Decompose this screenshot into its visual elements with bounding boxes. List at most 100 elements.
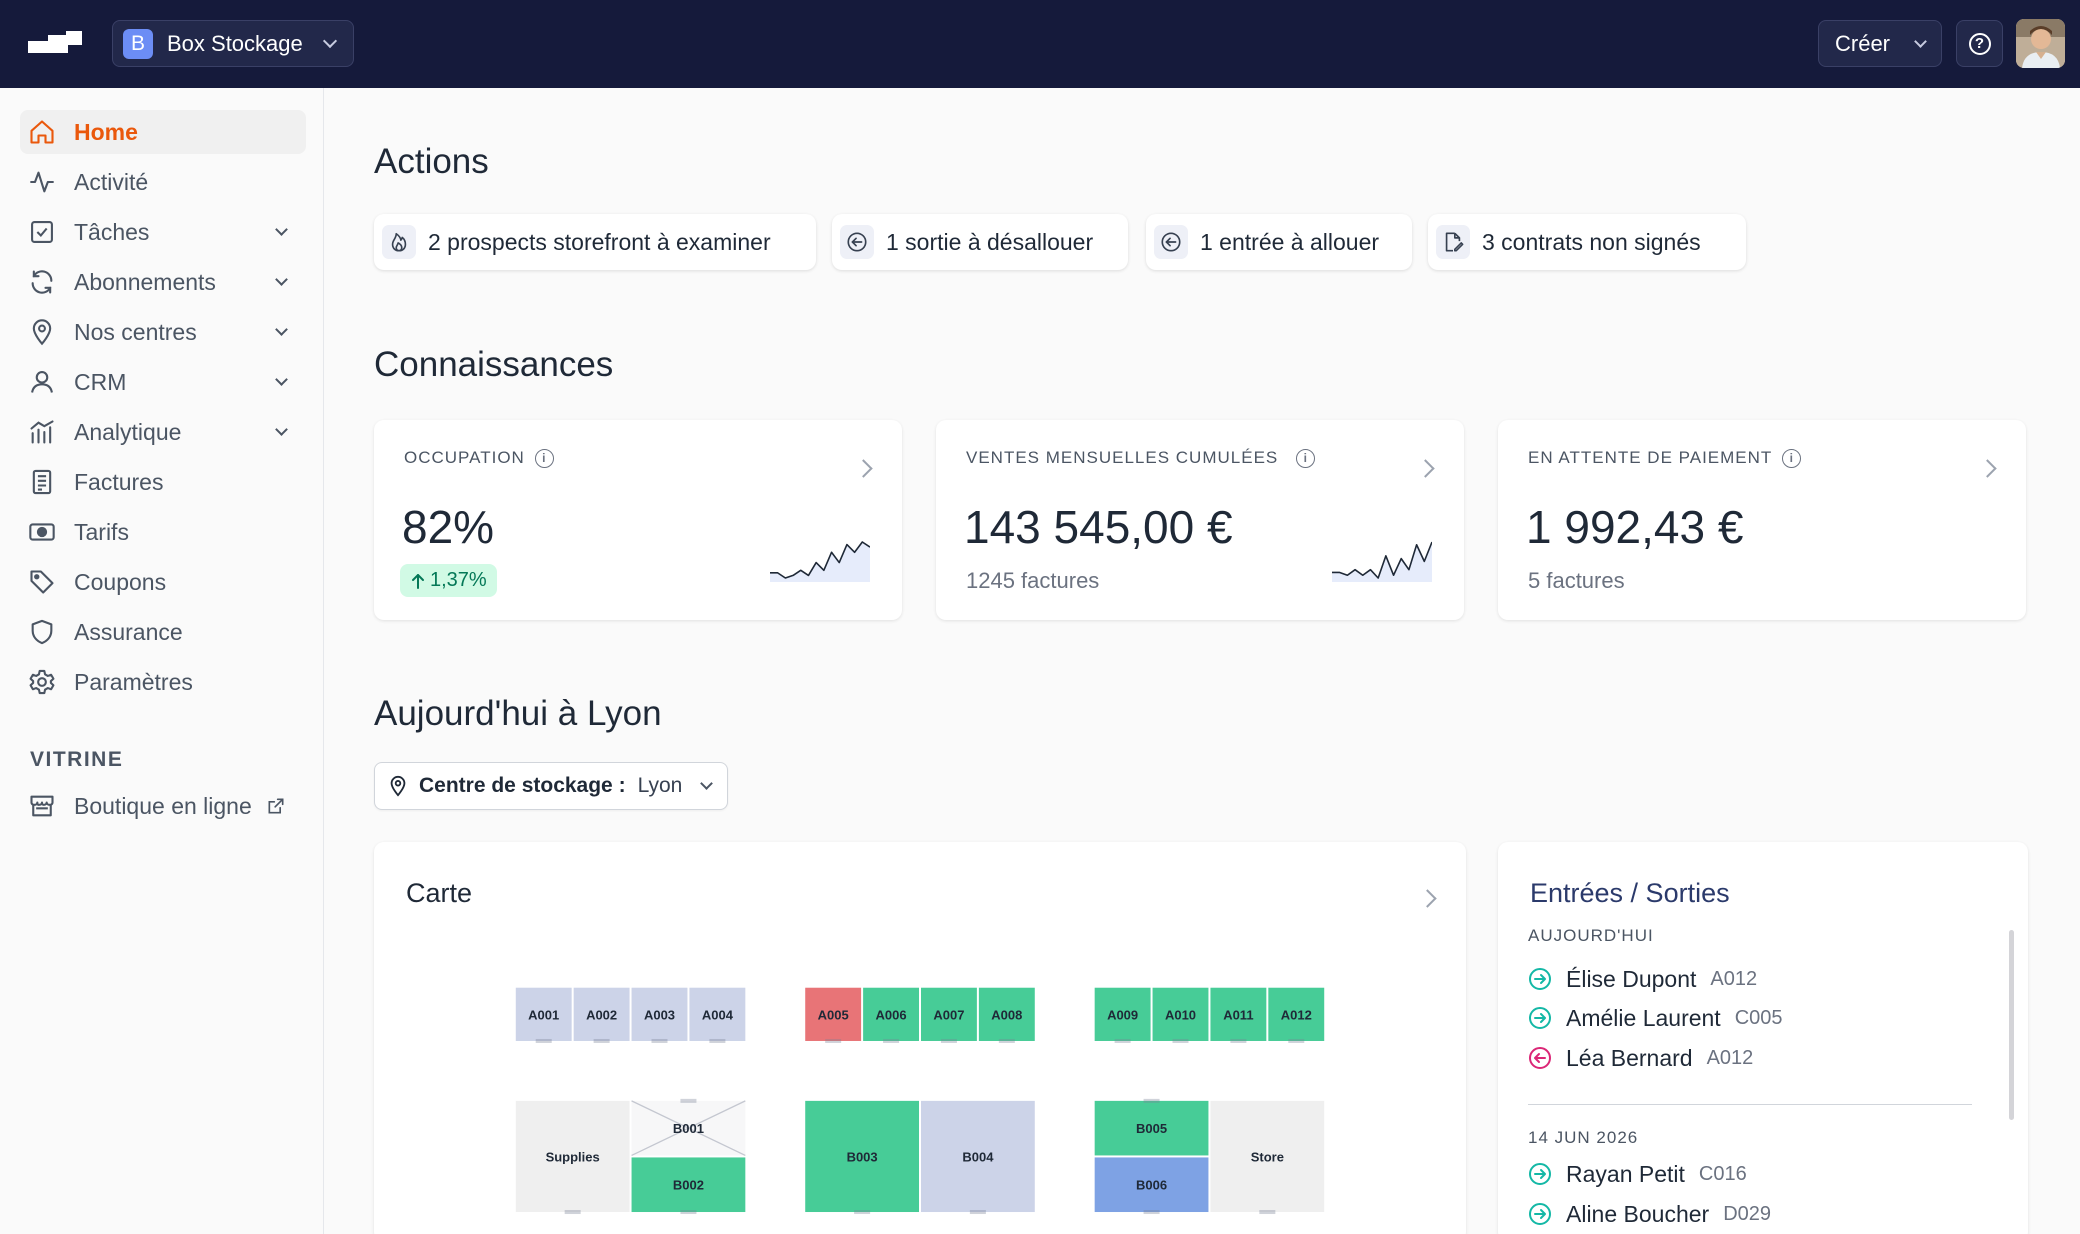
move-unit: A012 [1706,1046,1754,1069]
storage-unit-b004[interactable]: B004 [921,1100,1035,1215]
kpi-card-pending-payment[interactable]: EN ATTENTE DE PAIEMENT i 1 992,43 € 5 fa… [1498,420,2026,620]
user-avatar[interactable] [2016,19,2065,68]
action-chip-prospects[interactable]: 2 prospects storefront à examiner [374,214,816,270]
chevron-down-icon [275,323,288,336]
svg-text:A011: A011 [1223,1007,1253,1022]
day-label: 14 JUN 2026 [1528,1128,1639,1147]
move-unit: A012 [1710,967,1758,990]
sidebar-item-label: Paramètres [74,668,193,695]
bar-chart-icon [28,418,56,446]
sidebar-item-centers[interactable]: Nos centres [20,310,306,354]
action-chip-exit[interactable]: 1 sortie à désallouer [832,214,1128,270]
sidebar-item-label: Tâches [74,218,150,245]
sidebar-item-settings[interactable]: Paramètres [20,660,306,704]
storage-unit-b003[interactable]: B003 [805,1100,919,1215]
arrow-left-circle-icon [1529,1047,1551,1069]
action-chip-contracts[interactable]: 3 contrats non signés [1428,214,1746,270]
move-customer-name: Léa Bernard [1566,1044,1693,1071]
move-row[interactable]: Rayan Petit C016 [1528,1159,1747,1189]
sidebar-item-subscriptions[interactable]: Abonnements [20,260,306,304]
refresh-icon [28,268,56,296]
svg-text:A007: A007 [933,1007,964,1022]
kpi-delta-badge: 1,37% [400,564,497,597]
move-row[interactable]: Léa Bernard A012 [1528,1043,1753,1073]
move-unit: D029 [1723,1202,1772,1225]
svg-text:A002: A002 [586,1007,617,1022]
sidebar-item-coupons[interactable]: Coupons [20,560,306,604]
storage-unit-a009[interactable]: A009 [1094,987,1151,1043]
action-chip-label: 1 entrée à allouer [1200,228,1380,255]
storage-unit-a008[interactable]: A008 [978,987,1035,1043]
sidebar-item-label: Nos centres [74,318,197,345]
storage-unit-supplies[interactable]: Supplies [515,1100,630,1215]
info-icon[interactable]: i [1782,448,1802,468]
info-icon[interactable]: i [534,448,554,468]
storage-unit-b006[interactable]: B006 [1094,1157,1209,1215]
kpi-title-row: EN ATTENTE DE PAIEMENT i [1528,448,1802,468]
arrow-right-circle-icon [1529,968,1551,990]
create-button[interactable]: Créer [1818,20,1942,67]
storage-unit-a003[interactable]: A003 [631,987,688,1043]
action-chip-label: 2 prospects storefront à examiner [428,228,771,255]
chevron-right-icon [1416,459,1435,478]
sidebar-item-analytics[interactable]: Analytique [20,410,306,454]
knowledge-heading: Connaissances [374,345,614,384]
sidebar-item-label: Coupons [74,568,167,595]
storage-unit-a002[interactable]: A002 [573,987,630,1043]
storage-unit-b002[interactable]: B002 [631,1157,746,1215]
storage-unit-a006[interactable]: A006 [863,987,919,1043]
external-link-icon [266,796,286,816]
storage-unit-b001[interactable]: B001 [631,1098,746,1157]
svg-text:B006: B006 [1136,1178,1167,1193]
kpi-card-monthly-sales[interactable]: VENTES MENSUELLES CUMULÉES i 143 545,00 … [936,420,1464,620]
sidebar-item-online-shop[interactable]: Boutique en ligne [20,784,306,828]
kpi-value: 82% [402,501,495,553]
sidebar-item-invoices[interactable]: Factures [20,460,306,504]
gear-icon [28,668,56,696]
sidebar-item-crm[interactable]: CRM [20,360,306,404]
storage-unit-a011[interactable]: A011 [1210,987,1267,1043]
sidebar-item-prices[interactable]: Tarifs [20,510,306,554]
svg-text:B003: B003 [847,1149,878,1164]
info-icon[interactable]: i [1296,448,1316,468]
arrow-left-circle-icon [1154,225,1188,259]
shield-icon [28,618,56,646]
kpi-card-occupancy[interactable]: OCCUPATION i 82% 1,37% [374,420,902,620]
app-logo[interactable] [28,31,82,59]
chevron-down-icon [275,273,288,286]
storage-unit-a004[interactable]: A004 [689,987,746,1043]
scrollbar[interactable] [2009,930,2014,1120]
help-button[interactable]: ? [1956,20,2003,67]
storage-unit-a010[interactable]: A010 [1152,987,1209,1043]
tag-icon [28,568,56,596]
move-row[interactable]: Élise Dupont A012 [1528,964,1757,994]
organization-switcher[interactable]: B Box Stockage [112,20,354,67]
sparkline-occupancy [770,541,870,582]
storage-unit-a001[interactable]: A001 [515,987,572,1043]
storage-unit-a012[interactable]: A012 [1268,987,1325,1043]
action-chip-entry[interactable]: 1 entrée à allouer [1146,214,1412,270]
storage-unit-store[interactable]: Store [1210,1100,1325,1215]
storage-map: A001 A002 A003 A004 A005 A006 A007 A008 A009 A010… [515,987,1325,1215]
map-pin-icon [390,775,406,797]
sidebar-item-home[interactable]: Home [20,110,306,154]
storage-center-select[interactable]: Centre de stockage : Lyon [374,762,728,810]
sidebar-item-activity[interactable]: Activité [20,160,306,204]
move-row[interactable]: Amélie Laurent C005 [1528,1003,1783,1033]
move-row[interactable]: Aline Boucher D029 [1528,1199,1771,1229]
home-icon [28,118,56,146]
kpi-subtext: 1245 factures [966,568,1100,593]
arrow-left-circle-icon [840,225,874,259]
storage-unit-a005[interactable]: A005 [805,987,862,1043]
move-customer-name: Rayan Petit [1566,1160,1685,1187]
svg-text:A001: A001 [528,1007,559,1022]
storage-unit-b005[interactable]: B005 [1094,1098,1209,1156]
org-name: Box Stockage [167,30,303,56]
sidebar-item-label: Assurance [74,618,183,645]
storage-unit-a007[interactable]: A007 [921,987,977,1043]
sparkline-area [770,542,870,582]
sidebar-item-insurance[interactable]: Assurance [20,610,306,654]
svg-text:B004: B004 [962,1149,994,1164]
sidebar-item-tasks[interactable]: Tâches [20,210,306,254]
map-card-title: Carte [406,878,473,908]
